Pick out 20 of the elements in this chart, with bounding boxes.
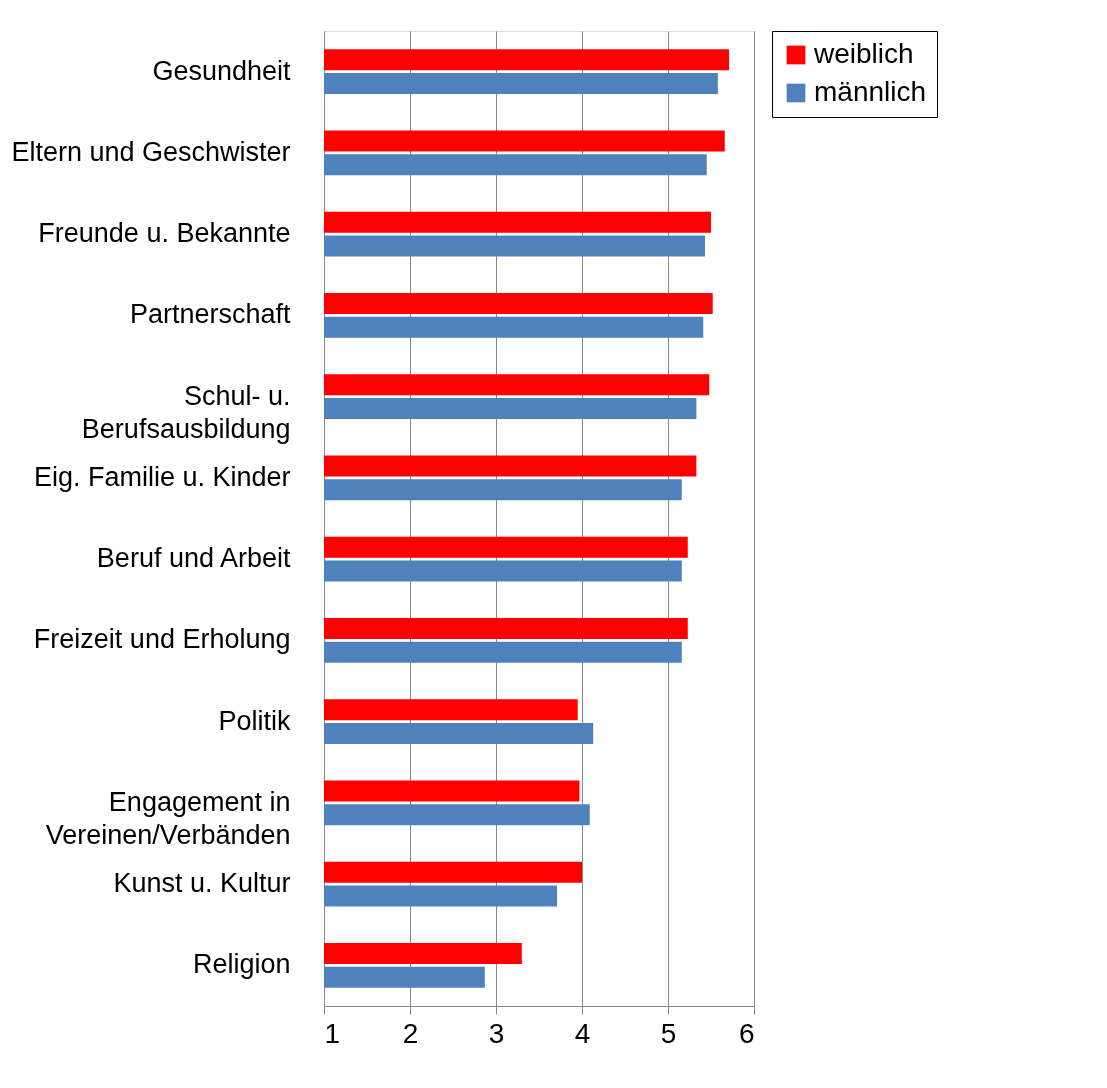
y-tick-label: Freunde u. Bekannte xyxy=(38,218,291,249)
y-tick-label: Gesundheit xyxy=(152,55,291,86)
x-tick-label: 2 xyxy=(402,1017,419,1049)
y-tick-label: Partnerschaft xyxy=(129,299,291,330)
y-tick-label: Engagement in Vereinen/Verbänden xyxy=(45,786,291,850)
y-tick-label: Freizeit und Erholung xyxy=(33,624,291,655)
legend-label: weiblich xyxy=(813,38,914,69)
y-tick-label: Kunst u. Kultur xyxy=(113,868,291,899)
legend-label: männlich xyxy=(814,76,927,107)
y-tick-label: Schul- u. Berufsausbildung xyxy=(81,380,291,444)
y-tick-label: Beruf und Arbeit xyxy=(96,543,291,574)
y-tick-label: Eig. Familie u. Kinder xyxy=(33,461,291,492)
x-tick-label: 3 xyxy=(488,1017,505,1049)
x-tick-label: 4 xyxy=(574,1017,591,1049)
x-tick-label: 5 xyxy=(660,1017,677,1049)
y-tick-label: Eltern und Geschwister xyxy=(11,136,291,167)
y-tick-label: Politik xyxy=(218,705,291,736)
y-tick-label: Religion xyxy=(192,949,291,980)
x-tick-label: 6 xyxy=(738,1017,755,1049)
x-tick-label: 1 xyxy=(324,1017,341,1049)
